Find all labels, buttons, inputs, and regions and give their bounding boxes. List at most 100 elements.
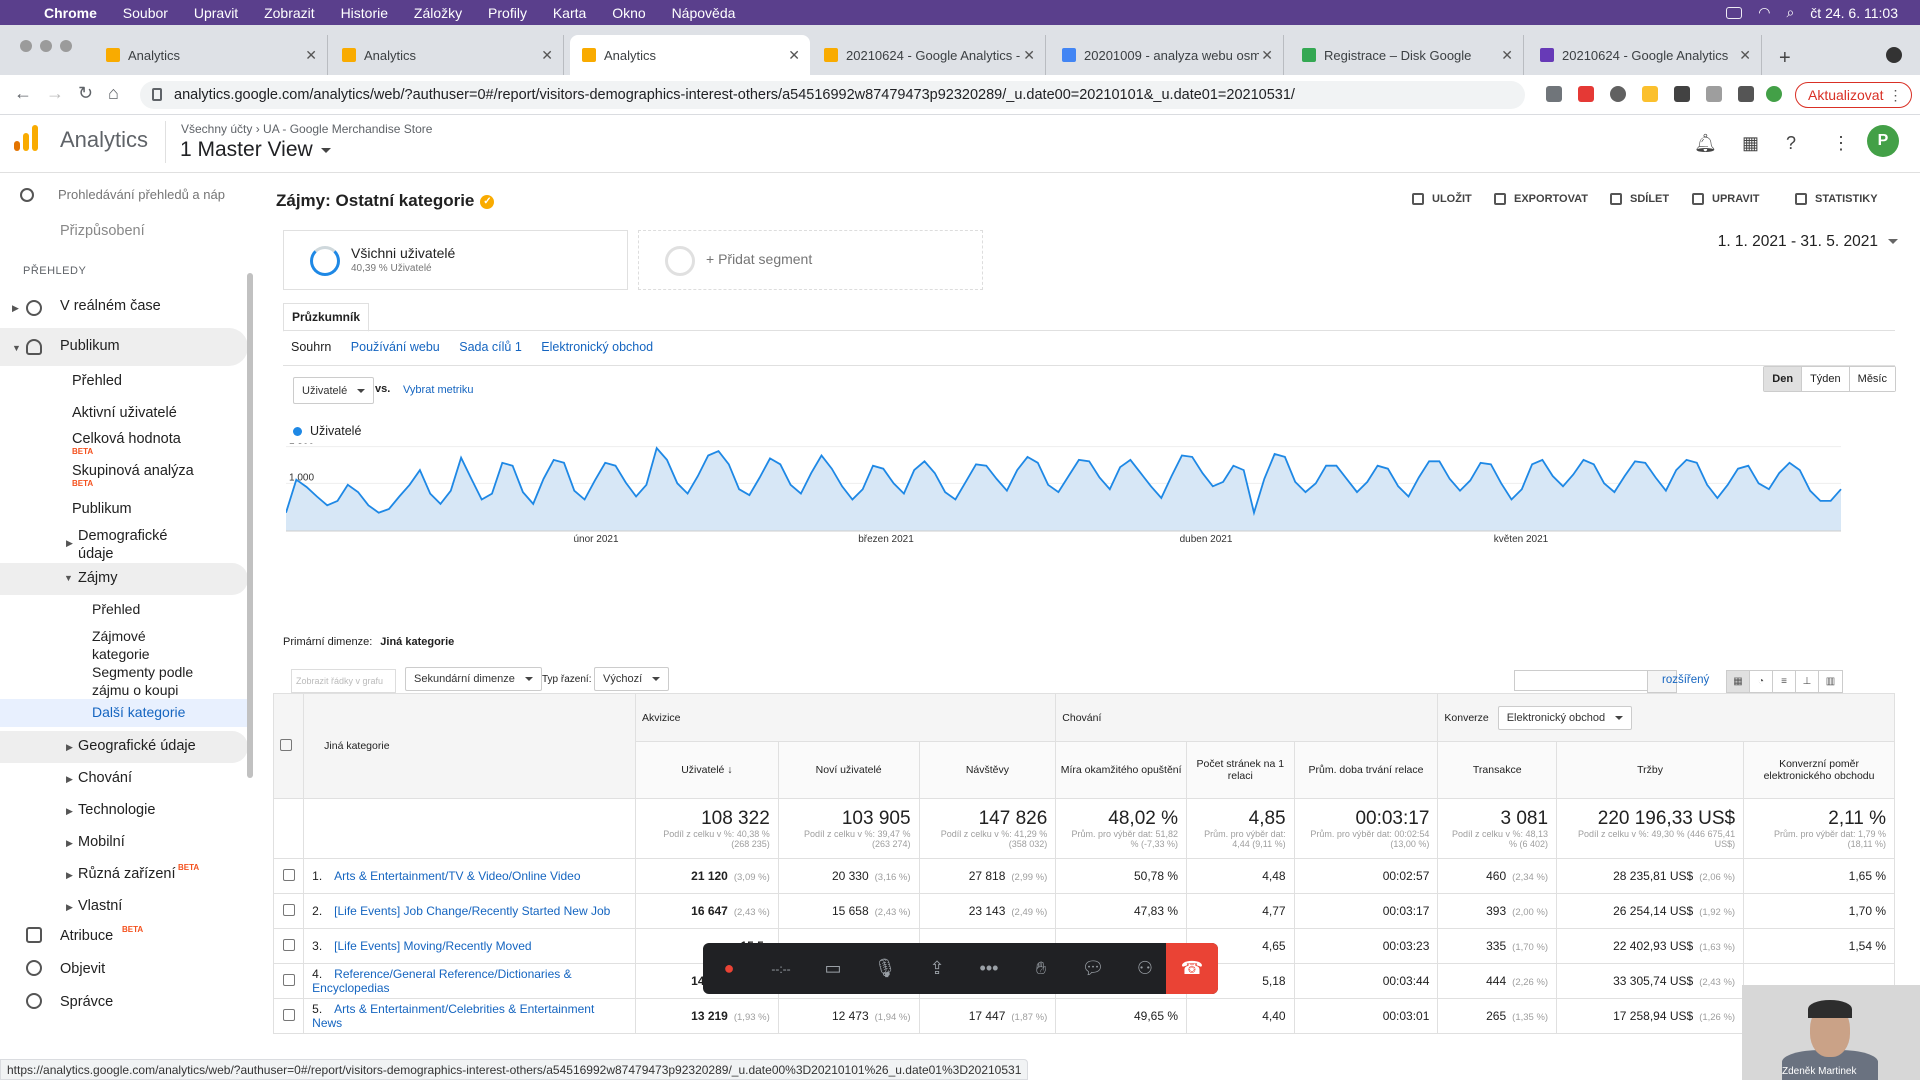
sidebar-item-custom[interactable]: Vlastní [78, 898, 123, 914]
account-breadcrumb[interactable]: Všechny účty › UA - Google Merchandise S… [181, 122, 433, 136]
table-view-icon[interactable]: ▦ [1727, 671, 1750, 692]
share-button[interactable]: SDÍLET [1610, 193, 1669, 205]
extension-icon[interactable] [1610, 86, 1626, 102]
sidebar-item-active-users[interactable]: Aktivní uživatelé [72, 405, 177, 421]
col-revenue[interactable]: Tržby [1556, 741, 1745, 799]
tab-search-icon[interactable] [1886, 47, 1902, 63]
chevron-right-icon[interactable]: ▶ [66, 742, 73, 752]
sidebar-item-overview[interactable]: Přehled [72, 373, 122, 389]
menu-profily[interactable]: Profily [488, 4, 527, 21]
date-range-picker[interactable]: 1. 1. 2021 - 31. 5. 2021 [1718, 233, 1898, 251]
menu-zalozky[interactable]: Záložky [413, 4, 463, 21]
browser-tab[interactable]: Registrace – Disk Google ✕ [1290, 35, 1524, 75]
avatar[interactable]: P [1867, 125, 1899, 157]
puzzle-icon[interactable] [1738, 86, 1754, 102]
home-icon[interactable]: ⌂ [108, 83, 119, 103]
sidebar-item-other-category[interactable]: Další kategorie [92, 704, 186, 720]
extension-icon[interactable] [1706, 86, 1722, 102]
chevron-right-icon[interactable]: ▶ [66, 838, 73, 848]
participants-icon[interactable]: ⚇ [1136, 958, 1154, 978]
bell-icon[interactable]: 🔔︎ [1694, 133, 1717, 153]
add-segment-button[interactable]: + Přidat segment [638, 230, 983, 290]
browser-tab[interactable]: 20210624 - Google Analytics ✕ [1528, 35, 1762, 75]
minimize-window-icon[interactable] [40, 40, 52, 52]
menu-karta[interactable]: Karta [552, 4, 587, 21]
extension-icon[interactable] [1674, 86, 1690, 102]
menu-napoveda[interactable]: Nápověda [671, 4, 736, 21]
battery-icon[interactable] [1726, 6, 1743, 19]
subtab-summary[interactable]: Souhrn [291, 340, 332, 354]
lock-icon[interactable] [152, 88, 162, 101]
col-pages-per-session[interactable]: Počet stránek na 1 relaci [1186, 741, 1295, 799]
report-search[interactable]: Prohledávání přehledů a náp [20, 187, 245, 202]
search-icon[interactable]: ⌕ [1786, 4, 1795, 20]
sidebar-item-audience[interactable]: Publikum [60, 338, 120, 354]
row-checkbox[interactable] [282, 973, 295, 986]
view-selector[interactable]: 1 Master View [180, 138, 331, 162]
close-window-icon[interactable] [20, 40, 32, 52]
comparison-view-icon[interactable]: ⊥ [1796, 671, 1819, 692]
close-tab-icon[interactable]: ✕ [1023, 46, 1035, 63]
menu-zobrazit[interactable]: Zobrazit [264, 4, 315, 21]
metric-select[interactable]: Uživatelé [293, 377, 375, 404]
browser-tab[interactable]: 20210624 - Google Analytics - ✕ [812, 35, 1046, 75]
sidebar-item-geo[interactable]: Geografické údaje [78, 738, 196, 754]
hang-up-icon[interactable]: ☎︎ [1166, 943, 1218, 994]
sidebar-item-behavior[interactable]: Chování [78, 770, 133, 786]
row-category-link[interactable]: Reference/General Reference/Dictionaries… [312, 967, 572, 995]
advanced-filter-link[interactable]: rozšířený [1662, 674, 1710, 686]
chevron-right-icon[interactable]: ▶ [66, 806, 73, 816]
forward-icon[interactable]: → [46, 83, 64, 103]
update-button[interactable]: Aktualizovat [1795, 82, 1913, 108]
menu-historie[interactable]: Historie [340, 4, 389, 21]
secondary-dimension-select[interactable]: Sekundární dimenze [405, 667, 542, 691]
sidebar-item-affinity[interactable]: Zájmové kategorie [92, 628, 150, 662]
granularity-day[interactable]: Den [1764, 367, 1803, 391]
chevron-right-icon[interactable]: ▶ [12, 303, 19, 313]
share-screen-icon[interactable]: ⇪ [929, 958, 945, 978]
menu-soubor[interactable]: Soubor [122, 4, 168, 21]
help-icon[interactable]: ? [1786, 133, 1797, 153]
sidebar-item-discover[interactable]: Objevit [60, 961, 106, 977]
chevron-down-icon[interactable]: ▼ [64, 573, 73, 583]
subtab-goal-set[interactable]: Sada cílů 1 [459, 340, 522, 354]
new-tab-icon[interactable]: + [1779, 47, 1791, 69]
col-sessions[interactable]: Návštěvy [918, 741, 1057, 799]
chevron-down-icon[interactable]: ▼ [12, 343, 21, 353]
sidebar-item-interests[interactable]: Zájmy [78, 570, 118, 586]
col-ecommerce-conversion[interactable]: Konverzní poměr elektronického obchodu [1743, 741, 1895, 799]
close-tab-icon[interactable]: ✕ [541, 46, 553, 63]
row-category-link[interactable]: Arts & Entertainment/Celebrities & Enter… [312, 1002, 595, 1030]
row-checkbox[interactable] [282, 868, 295, 881]
chevron-right-icon[interactable]: ▶ [66, 538, 73, 548]
plot-rows-button[interactable]: Zobrazit řádky v grafu [291, 669, 396, 693]
sidebar-item-attribution[interactable]: Atribuce [60, 928, 114, 944]
pie-view-icon[interactable]: ◔ [1750, 671, 1773, 692]
back-icon[interactable]: ← [14, 83, 32, 103]
sidebar-item-lifetime-value[interactable]: Celková hodnota [72, 431, 181, 447]
verified-icon[interactable]: ✓ [480, 194, 495, 209]
clock[interactable]: čt 24. 6. 11:03 [1810, 4, 1898, 21]
row-category-link[interactable]: Arts & Entertainment/TV & Video/Online V… [334, 869, 581, 883]
more-vert-icon[interactable]: ⋮ [1832, 133, 1850, 153]
export-button[interactable]: EXPORTOVAT [1494, 193, 1588, 205]
sidebar-item-admin[interactable]: Správce [60, 994, 114, 1010]
browser-tab-active[interactable]: Analytics ✕ [570, 35, 810, 75]
wifi-icon[interactable]: ◠ [1758, 4, 1771, 20]
close-tab-icon[interactable]: ✕ [1501, 46, 1513, 63]
more-icon[interactable]: ••• [979, 958, 999, 978]
row-checkbox[interactable] [282, 938, 295, 951]
menu-upravit[interactable]: Upravit [193, 4, 239, 21]
chevron-right-icon[interactable]: ▶ [66, 870, 73, 880]
table-row[interactable]: 1. Arts & Entertainment/TV & Video/Online… [272, 858, 1895, 894]
close-tab-icon[interactable]: ✕ [788, 46, 800, 63]
row-category-link[interactable]: [Life Events] Moving/Recently Moved [334, 939, 532, 953]
row-category-link[interactable]: [Life Events] Job Change/Recently Starte… [334, 904, 611, 918]
select-all-checkbox[interactable] [280, 738, 292, 751]
table-row[interactable]: 2. [Life Events] Job Change/Recently Star… [272, 893, 1895, 929]
menu-okno[interactable]: Okno [612, 4, 646, 21]
chevron-right-icon[interactable]: ▶ [66, 774, 73, 784]
table-row[interactable]: 5. Arts & Entertainment/Celebrities & Ent… [272, 998, 1895, 1034]
sort-type-select[interactable]: Výchozí [594, 667, 670, 691]
